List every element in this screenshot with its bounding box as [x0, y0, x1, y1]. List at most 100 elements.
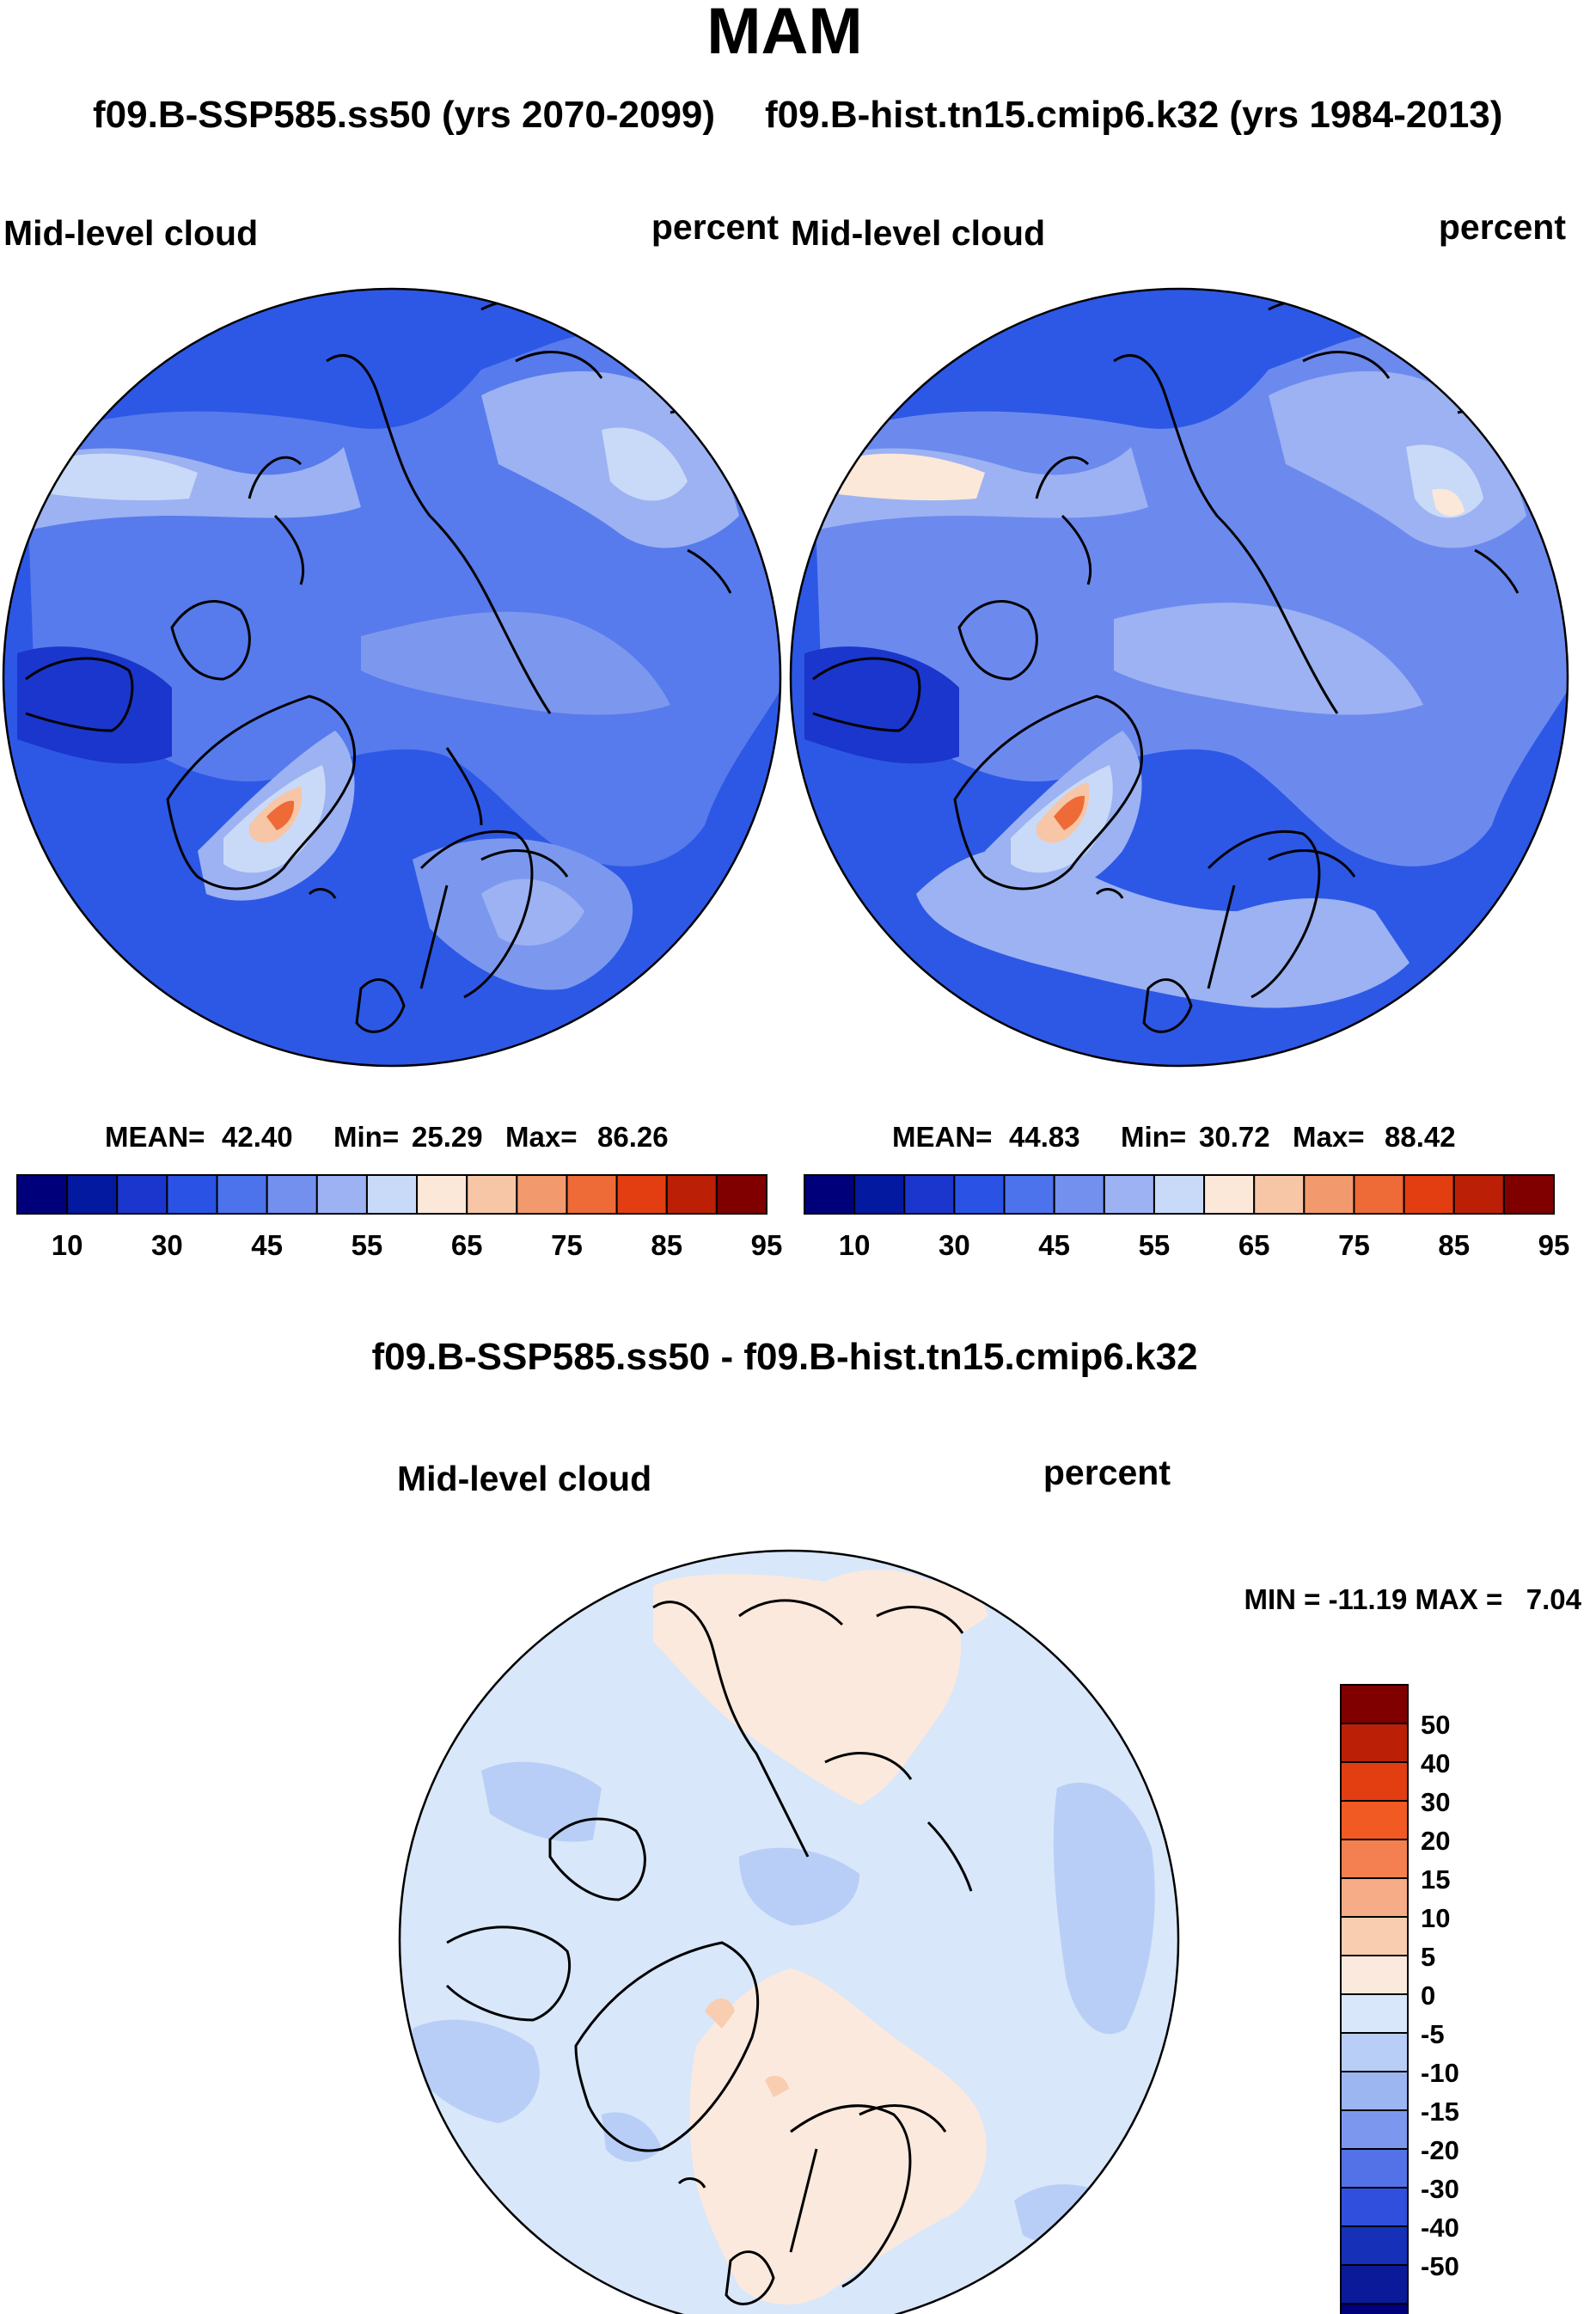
panel-a-colorbar-swatch-8 [416, 1174, 468, 1215]
panel-b-colorbar [804, 1174, 1556, 1215]
difference-colorbar-tick-label: 0 [1421, 1980, 1435, 2011]
panel-a-colorbar-tick-label: 95 [751, 1229, 783, 1261]
panel-a-colorbar-tick-label: 75 [551, 1229, 583, 1261]
panel-a-colorbar-swatch-2 [116, 1174, 168, 1215]
panel-b-min-label: Min= [1121, 1121, 1186, 1153]
difference-colorbar-tick-label: -50 [1421, 2251, 1459, 2281]
difference-colorbar-swatch-13 [1340, 2187, 1409, 2227]
panel-b-colorbar-swatch-14 [1502, 1174, 1556, 1215]
panel-b-colorbar-swatch-4 [1003, 1174, 1055, 1215]
panel-b-mean-value: 44.83 [1009, 1121, 1080, 1153]
difference-colorbar-swatch-10 [1340, 2071, 1409, 2111]
panel-a-min-value: 25.29 [412, 1121, 483, 1153]
panel-a-colorbar-swatch-1 [66, 1174, 119, 1215]
panel-b-colorbar-labels: 10 30 45 55 65 75 85 95 [839, 1229, 1570, 1261]
panel-b-colorbar-swatch-12 [1403, 1174, 1455, 1215]
panel-a-min-label: Min= [333, 1121, 399, 1153]
panel-b-mean-label: MEAN= [892, 1121, 992, 1153]
panel-a-colorbar [16, 1174, 767, 1215]
panel-b-colorbar-tick-label: 45 [1038, 1229, 1070, 1261]
difference-colorbar [1340, 1684, 1409, 2314]
difference-colorbar-tick-label: 10 [1421, 1903, 1450, 1933]
panel-a-colorbar-swatch-5 [266, 1174, 318, 1215]
panel-b-colorbar-swatch-7 [1153, 1174, 1206, 1215]
difference-colorbar-swatch-7 [1340, 1955, 1409, 1995]
difference-colorbar-swatch-14 [1340, 2225, 1409, 2266]
difference-colorbar-tick-label: 50 [1421, 1710, 1450, 1740]
panel-b-units-label: percent [1439, 207, 1566, 247]
difference-colorbar-tick-label: -20 [1421, 2135, 1459, 2165]
difference-minmax-label: MIN = -11.19 MAX = 7.04 [1244, 1583, 1581, 1615]
difference-units-label: percent [1043, 1453, 1171, 1492]
panel-b-map [789, 287, 1569, 1068]
figure-title: MAM [706, 0, 863, 68]
difference-colorbar-tick-label: -5 [1421, 2019, 1445, 2049]
panel-b-max-value: 88.42 [1385, 1121, 1456, 1153]
panel-a-stats: MEAN= 42.40 Min= 25.29 Max= 86.26 [105, 1121, 669, 1153]
panel-a-colorbar-labels: 10 30 45 55 65 75 85 95 [52, 1229, 783, 1261]
panel-a-colorbar-swatch-11 [566, 1174, 618, 1215]
panel-b-colorbar-swatch-10 [1303, 1174, 1355, 1215]
panel-a-colorbar-swatch-7 [365, 1174, 419, 1215]
difference-colorbar-tick-label: -30 [1421, 2174, 1459, 2204]
difference-colorbar-swatch-4 [1340, 1839, 1409, 1879]
panel-a-colorbar-swatch-0 [16, 1174, 69, 1215]
panel-a-map [2, 287, 782, 1068]
panel-b-stats: MEAN= 44.83 Min= 30.72 Max= 88.42 [892, 1121, 1456, 1153]
panel-a-colorbar-tick-label: 55 [352, 1229, 383, 1261]
panel-b-colorbar-swatch-3 [953, 1174, 1006, 1215]
panel-b-colorbar-tick-label: 55 [1139, 1229, 1171, 1261]
panel-b-colorbar-tick-label: 75 [1338, 1229, 1370, 1261]
panel-a-colorbar-swatch-6 [315, 1174, 368, 1215]
difference-colorbar-swatch-16 [1340, 2303, 1409, 2314]
panel-a-colorbar-tick-label: 30 [151, 1229, 183, 1261]
panel-b-colorbar-swatch-5 [1053, 1174, 1105, 1215]
difference-map [398, 1549, 1180, 2314]
panel-b-colorbar-swatch-0 [804, 1174, 856, 1215]
difference-colorbar-tick-label: 15 [1421, 1864, 1450, 1895]
panel-a-colorbar-swatch-3 [166, 1174, 218, 1215]
panel-a-colorbar-swatch-13 [665, 1174, 718, 1215]
panel-b-colorbar-swatch-2 [903, 1174, 956, 1215]
panel-b-colorbar-tick-label: 85 [1438, 1229, 1470, 1261]
panel-a-units-label: percent [651, 207, 779, 247]
panel-a-mean-label: MEAN= [105, 1121, 205, 1153]
difference-colorbar-tick-label: -40 [1421, 2213, 1459, 2243]
panel-a-max-label: Max= [505, 1121, 577, 1153]
panel-b-colorbar-swatch-11 [1353, 1174, 1405, 1215]
panel-b-max-label: Max= [1293, 1121, 1364, 1153]
panel-b-colorbar-tick-label: 10 [839, 1229, 871, 1261]
panel-a-colorbar-tick-label: 45 [251, 1229, 283, 1261]
difference-colorbar-swatch-5 [1340, 1877, 1409, 1918]
difference-colorbar-swatch-15 [1340, 2264, 1409, 2305]
panel-a-mean-value: 42.40 [222, 1121, 293, 1153]
panel-b-colorbar-swatch-6 [1103, 1174, 1155, 1215]
panel-a-max-value: 86.26 [597, 1121, 669, 1153]
panel-a-colorbar-swatch-9 [466, 1174, 518, 1215]
panel-a-variable-label: Mid-level cloud [3, 213, 258, 253]
panel-b-colorbar-tick-label: 30 [939, 1229, 970, 1261]
difference-colorbar-swatch-12 [1340, 2148, 1409, 2189]
difference-colorbar-tick-label: -15 [1421, 2097, 1459, 2127]
panel-b-colorbar-swatch-8 [1203, 1174, 1256, 1215]
difference-variable-label: Mid-level cloud [397, 1459, 651, 1498]
difference-colorbar-swatch-3 [1340, 1800, 1409, 1840]
difference-colorbar-swatch-0 [1340, 1684, 1409, 1724]
panel-a-colorbar-tick-label: 85 [651, 1229, 682, 1261]
difference-colorbar-swatch-2 [1340, 1761, 1409, 1802]
difference-colorbar-tick-label: 20 [1421, 1826, 1450, 1856]
panel-b-colorbar-swatch-9 [1253, 1174, 1306, 1215]
panel-a-colorbar-swatch-12 [615, 1174, 668, 1215]
panel-a-colorbar-swatch-14 [715, 1174, 767, 1215]
difference-colorbar-tick-label: -10 [1421, 2058, 1459, 2088]
difference-colorbar-tick-label: 5 [1421, 1942, 1435, 1972]
difference-colorbar-tick-label: 30 [1421, 1787, 1450, 1817]
panel-b-colorbar-swatch-13 [1452, 1174, 1505, 1215]
panel-a-colorbar-tick-label: 65 [451, 1229, 483, 1261]
difference-colorbar-swatch-11 [1340, 2109, 1409, 2150]
panel-a-colorbar-tick-label: 10 [52, 1229, 83, 1261]
difference-colorbar-swatch-9 [1340, 2032, 1409, 2072]
panel-a-case-title: f09.B-SSP585.ss50 (yrs 2070-2099) [93, 94, 715, 136]
